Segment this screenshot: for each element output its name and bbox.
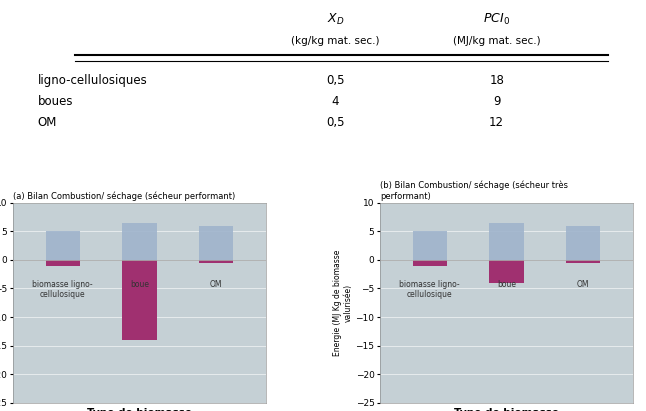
Text: ligno-cellulosiques: ligno-cellulosiques	[37, 74, 147, 87]
Text: 4: 4	[331, 95, 339, 108]
Text: $\it{PCI}$$_0$: $\it{PCI}$$_0$	[483, 12, 510, 28]
Text: OM: OM	[210, 280, 222, 289]
Text: (b) Bilan Combustion/ séchage (sécheur très
performant): (b) Bilan Combustion/ séchage (sécheur t…	[380, 181, 568, 201]
Text: 18: 18	[489, 74, 504, 87]
Text: 0,5: 0,5	[326, 116, 345, 129]
Text: (a) Bilan Combustion/ séchage (sécheur performant): (a) Bilan Combustion/ séchage (sécheur p…	[13, 191, 235, 201]
X-axis label: Type de biomasse: Type de biomasse	[454, 409, 559, 411]
Bar	[413, 260, 447, 266]
Text: 9: 9	[493, 95, 501, 108]
Text: boue: boue	[130, 280, 149, 289]
Bar	[45, 260, 80, 266]
Text: OM: OM	[577, 280, 589, 289]
X-axis label: Type de biomasse: Type de biomasse	[87, 409, 192, 411]
Bar	[122, 223, 157, 260]
Bar	[566, 226, 601, 260]
Bar	[199, 260, 233, 263]
Text: boues: boues	[37, 95, 73, 108]
Text: 0,5: 0,5	[326, 74, 345, 87]
Bar	[489, 223, 524, 260]
Text: 12: 12	[489, 116, 504, 129]
Bar	[413, 231, 447, 260]
Bar	[122, 260, 157, 340]
Text: biomasse ligno-
cellulosique: biomasse ligno- cellulosique	[399, 280, 460, 299]
Text: (MJ/kg mat. sec.): (MJ/kg mat. sec.)	[453, 36, 541, 46]
Bar	[199, 226, 233, 260]
Text: boue: boue	[497, 280, 516, 289]
Text: biomasse ligno-
cellulosique: biomasse ligno- cellulosique	[32, 280, 93, 299]
Bar	[566, 260, 601, 263]
Bar	[489, 260, 524, 283]
Text: OM: OM	[37, 116, 57, 129]
Y-axis label: Energie (MJ Kg de biomasse
valurisée): Energie (MJ Kg de biomasse valurisée)	[333, 249, 353, 356]
Text: $\it{X}$$_D$: $\it{X}$$_D$	[327, 12, 344, 28]
Bar	[45, 231, 80, 260]
Text: (kg/kg mat. sec.): (kg/kg mat. sec.)	[291, 36, 380, 46]
